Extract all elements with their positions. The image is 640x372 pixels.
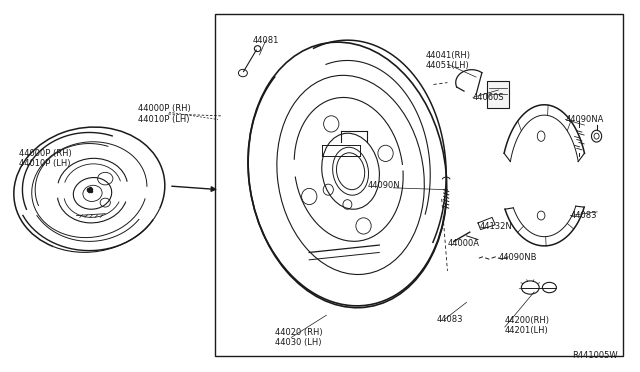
Text: 44083: 44083 (436, 315, 463, 324)
Text: 44090NB: 44090NB (499, 253, 537, 263)
Text: 44060S: 44060S (473, 93, 504, 102)
Text: 44090N: 44090N (368, 182, 401, 190)
Text: 44020 (RH)
44030 (LH): 44020 (RH) 44030 (LH) (275, 328, 323, 347)
Text: 44000A: 44000A (447, 239, 479, 248)
Text: 44000P (RH)
44010P (LH): 44000P (RH) 44010P (LH) (19, 148, 72, 168)
Text: 44000P (RH)
44010P (LH): 44000P (RH) 44010P (LH) (138, 104, 191, 124)
Text: 44041(RH)
44051(LH): 44041(RH) 44051(LH) (425, 51, 470, 70)
Text: 44081: 44081 (253, 36, 280, 45)
Text: 44083: 44083 (570, 211, 597, 220)
Bar (215, 14, 623, 356)
Text: R441005W: R441005W (573, 351, 618, 360)
Text: 44200(RH)
44201(LH): 44200(RH) 44201(LH) (505, 316, 550, 335)
Bar (487, 81, 509, 109)
Text: 44090NA: 44090NA (565, 115, 604, 124)
Text: 44132N: 44132N (479, 222, 512, 231)
